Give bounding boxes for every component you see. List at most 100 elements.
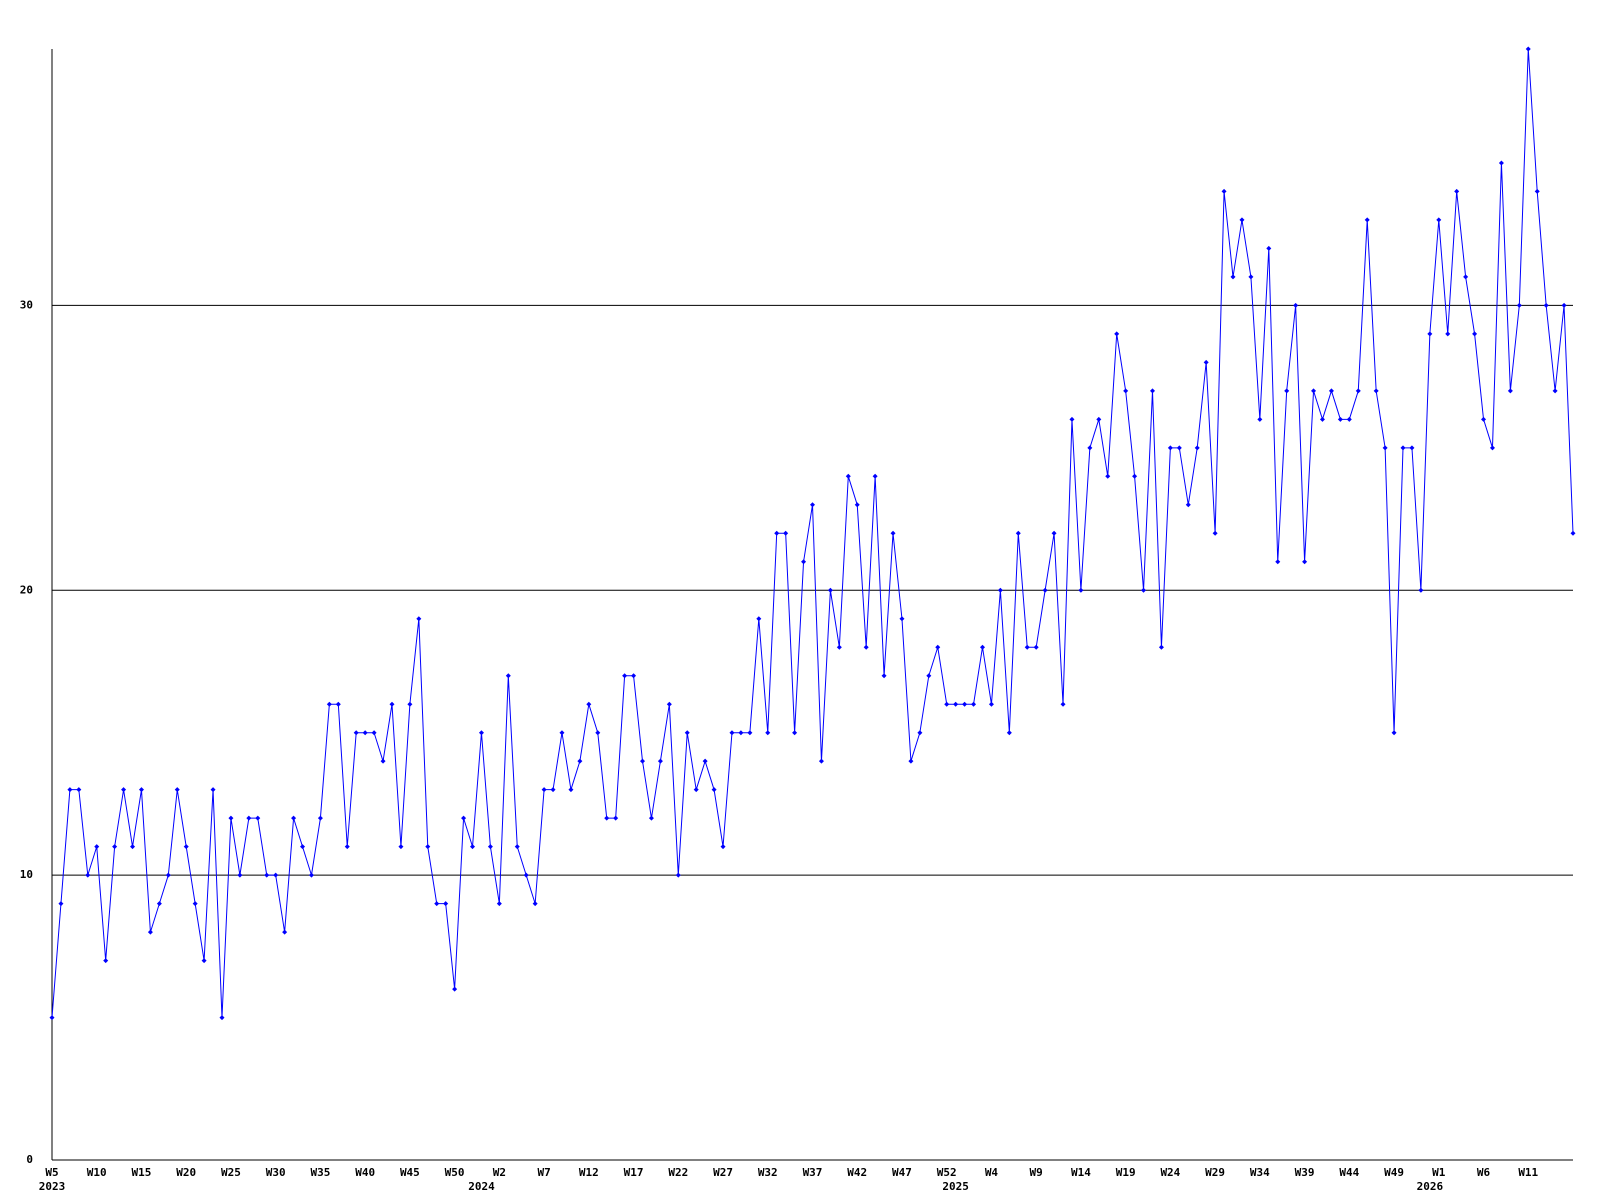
data-point [1078,587,1084,593]
data-point [1337,416,1343,422]
data-point [371,730,377,736]
data-point [1418,587,1424,593]
data-point [1319,416,1325,422]
data-point [622,673,628,679]
data-point [335,701,341,707]
x-tick-label: W37 [803,1166,823,1179]
data-point [1463,274,1469,280]
data-point [532,901,538,907]
x-tick-label: W34 [1250,1166,1270,1179]
x-tick-label: W6 [1477,1166,1491,1179]
x-year-label: 2026 [1417,1180,1444,1193]
data-point [1221,188,1227,194]
data-point [1400,445,1406,451]
data-point [648,815,654,821]
data-point [729,730,735,736]
data-point [1498,160,1504,166]
data-point [1203,359,1209,365]
data-point [604,815,610,821]
data-point [1060,701,1066,707]
data-point [1507,388,1513,394]
data-point [541,787,547,793]
data-point [926,673,932,679]
data-point [130,844,136,850]
data-point [389,701,395,707]
data-point [1284,388,1290,394]
data-point [380,758,386,764]
data-point [1382,445,1388,451]
data-point [192,901,198,907]
data-point [1006,730,1012,736]
data-point [147,929,153,935]
x-tick-label: W9 [1030,1166,1043,1179]
data-point [156,901,162,907]
data-point [1445,331,1451,337]
data-point [416,616,422,622]
data-point [917,730,923,736]
y-tick-label: 10 [20,868,33,881]
data-point [953,701,959,707]
data-point [1364,217,1370,223]
data-point [1239,217,1245,223]
data-point [317,815,323,821]
data-point [58,901,64,907]
data-point [675,872,681,878]
x-year-label: 2025 [942,1180,969,1193]
data-point [890,530,896,536]
data-point [818,758,824,764]
data-point [1561,302,1567,308]
y-tick-label: 30 [20,298,33,311]
data-point [1123,388,1129,394]
data-point [783,530,789,536]
data-point [1167,445,1173,451]
data-point [49,1015,55,1021]
data-point [845,473,851,479]
x-tick-label: W15 [132,1166,152,1179]
data-point [452,986,458,992]
data-point [1427,331,1433,337]
data-point [765,730,771,736]
data-point [1543,302,1549,308]
data-point [255,815,261,821]
data-point [1141,587,1147,593]
data-point [1248,274,1254,280]
x-tick-label: W1 [1432,1166,1446,1179]
x-tick-label: W27 [713,1166,733,1179]
data-point [1391,730,1397,736]
data-point [1552,388,1558,394]
data-point [362,730,368,736]
data-point [1266,245,1272,251]
x-tick-label: W45 [400,1166,420,1179]
data-point [523,872,529,878]
data-point [1230,274,1236,280]
data-point [666,701,672,707]
x-tick-label: W25 [221,1166,241,1179]
data-point [308,872,314,878]
y-tick-label: 20 [20,583,33,596]
x-tick-label: W19 [1116,1166,1136,1179]
data-point [76,787,82,793]
data-point [1409,445,1415,451]
data-point [1302,559,1308,565]
x-year-label: 2024 [468,1180,495,1193]
data-point [774,530,780,536]
data-point [631,673,637,679]
data-point [326,701,332,707]
data-point [210,787,216,793]
data-point [121,787,127,793]
data-point [496,901,502,907]
x-tick-label: W40 [355,1166,375,1179]
data-point [568,787,574,793]
data-point [1311,388,1317,394]
data-point [881,673,887,679]
data-point [640,758,646,764]
data-point [738,730,744,736]
data-line [51,48,1574,1018]
data-point [1024,644,1030,650]
data-point [1185,502,1191,508]
data-point [1293,302,1299,308]
data-point [988,701,994,707]
data-point [595,730,601,736]
